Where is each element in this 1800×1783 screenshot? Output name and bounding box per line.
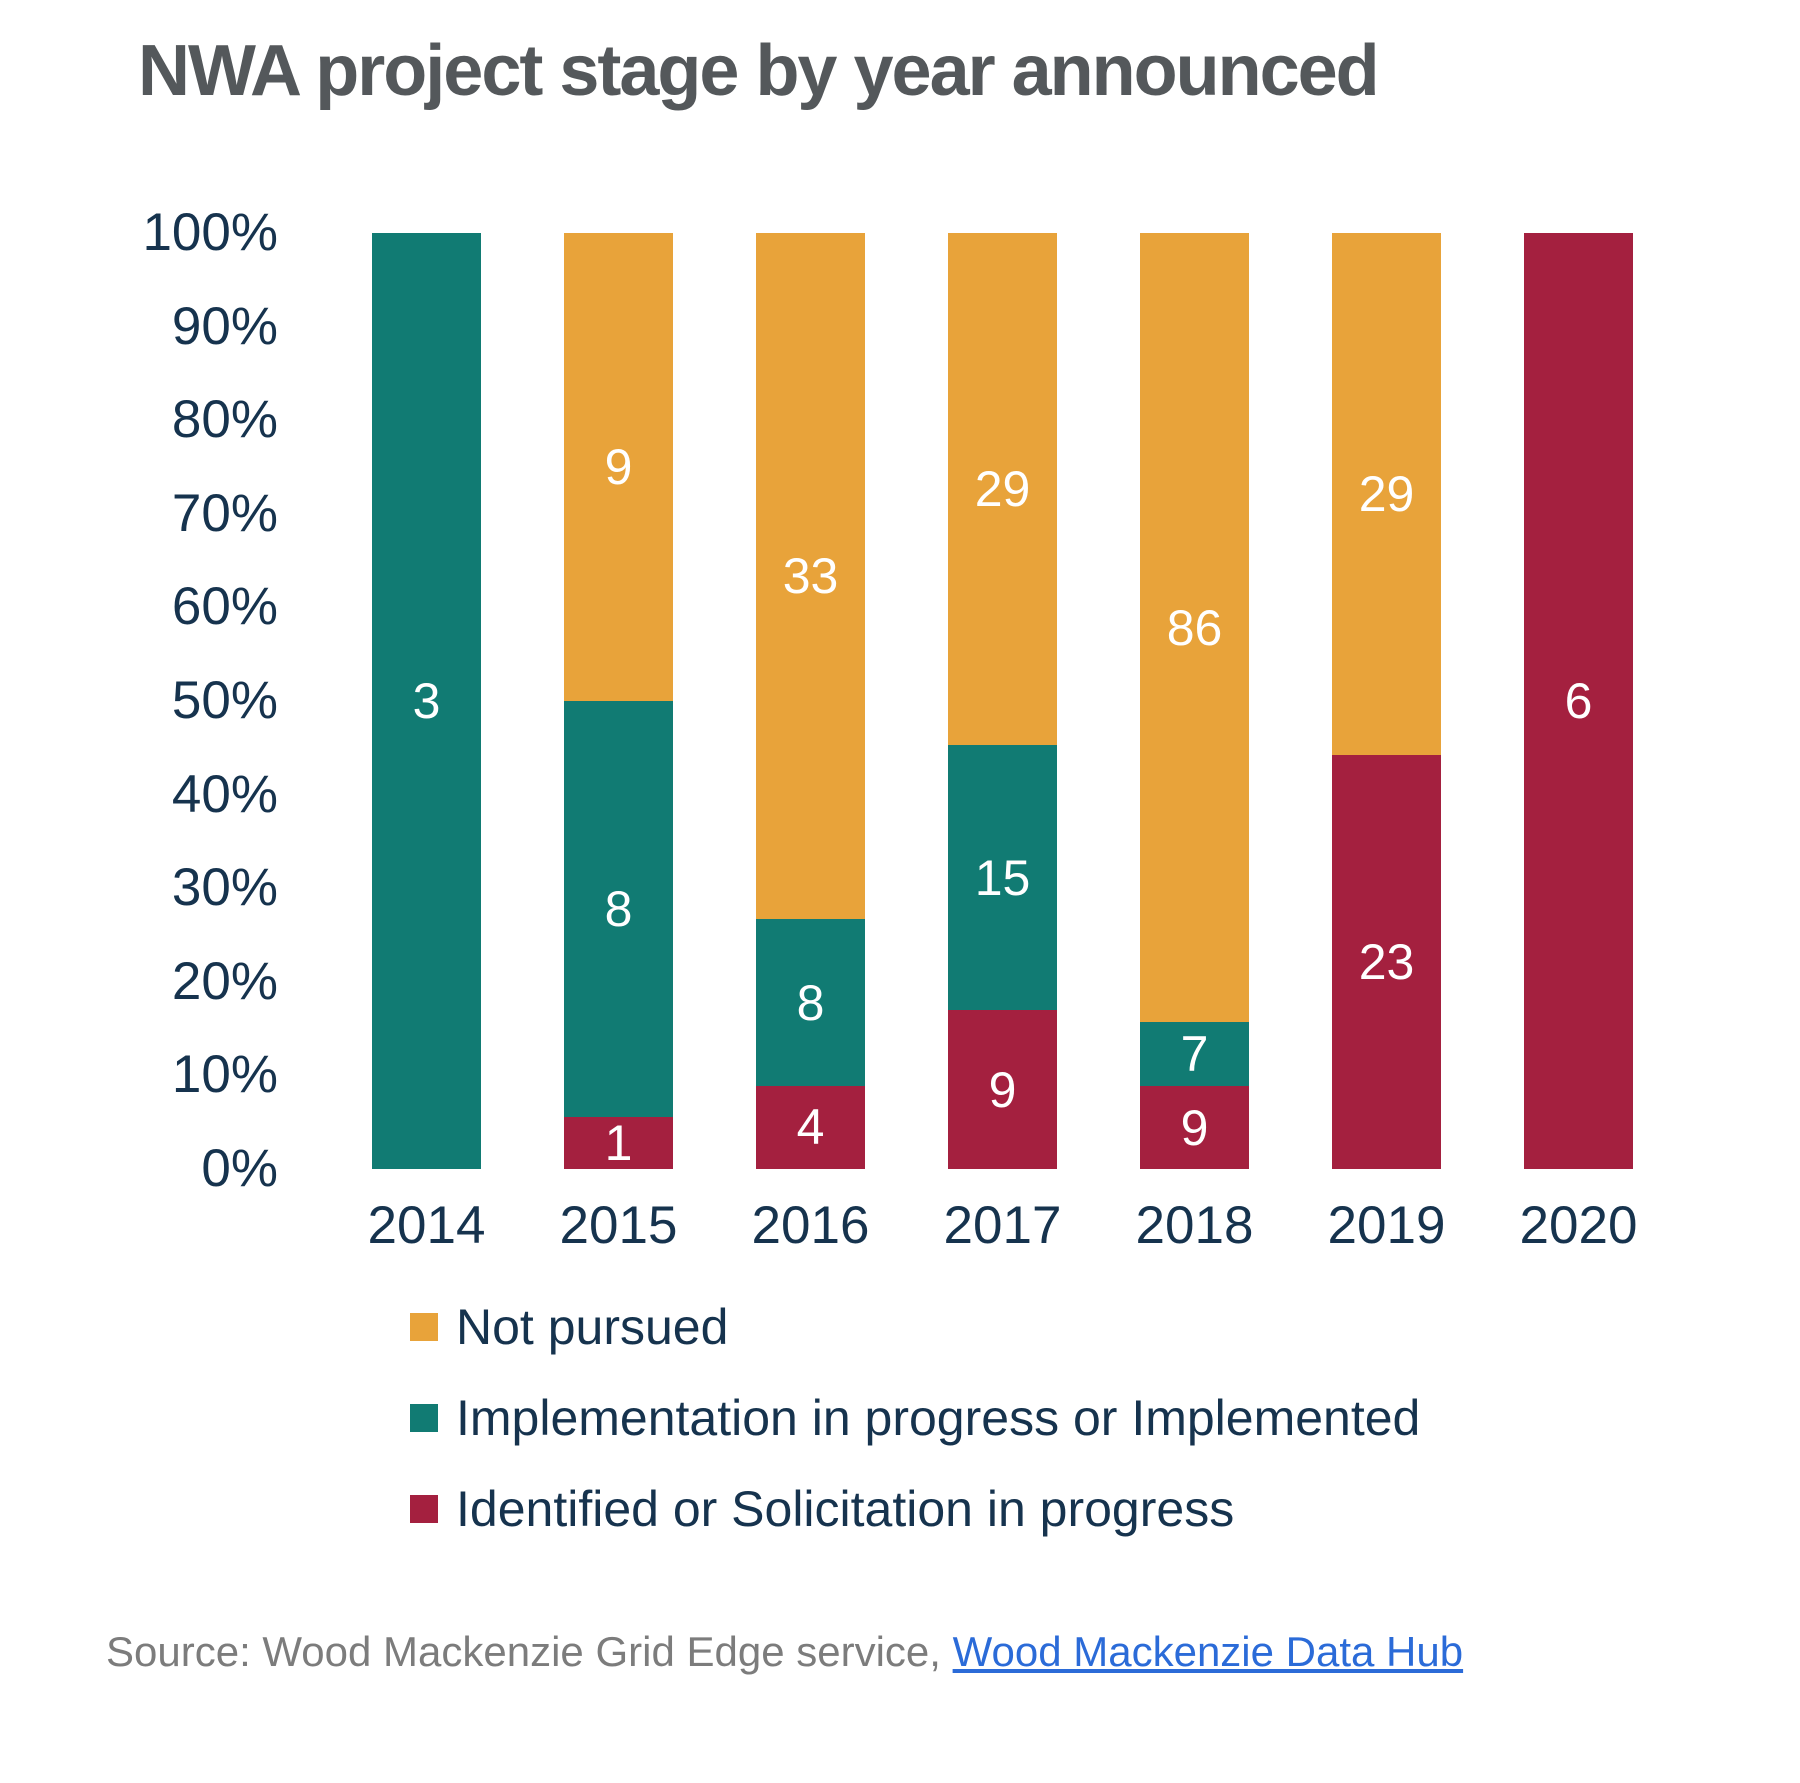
bar-segment-2017-identified: 9 [948, 1010, 1057, 1169]
x-axis-label-2014: 2014 [367, 1196, 486, 1255]
bar-value-label-2017-implementation: 15 [974, 849, 1031, 906]
bar-segment-2014-implementation: 3 [372, 233, 481, 1169]
bar-value-label-2016-identified: 4 [796, 1099, 825, 1156]
x-axis-label-2015: 2015 [559, 1196, 678, 1255]
x-axis-label-2016: 2016 [751, 1196, 870, 1255]
y-axis-tick-40pct: 40% [171, 764, 278, 824]
legend-label-implementation: Implementation in progress or Implemente… [456, 1389, 1421, 1446]
legend-swatch-implementation [410, 1403, 438, 1432]
bar-value-label-2016-not_pursued: 33 [782, 548, 839, 605]
source-text: Source: Wood Mackenzie Grid Edge service… [106, 1628, 953, 1675]
source-line: Source: Wood Mackenzie Grid Edge service… [106, 1628, 1463, 1676]
y-axis-tick-0pct: 0% [201, 1139, 278, 1198]
y-axis-tick-70pct: 70% [171, 483, 278, 543]
bar-segment-2016-identified: 4 [756, 1085, 865, 1169]
bar-segment-2016-implementation: 8 [756, 919, 865, 1086]
bar-value-label-2015-identified: 1 [604, 1115, 633, 1171]
bar-segment-2017-implementation: 15 [948, 745, 1057, 1011]
x-axis-label-2019: 2019 [1327, 1196, 1446, 1255]
y-axis-tick-100pct: 100% [142, 203, 278, 262]
bar-value-label-2015-implementation: 8 [604, 881, 633, 937]
legend: Not pursued Implementation in progress or… [410, 1281, 1420, 1554]
bar-segment-2017-not_pursued: 29 [948, 233, 1057, 746]
x-axis-label-2017: 2017 [943, 1196, 1062, 1255]
x-axis-label-2018: 2018 [1135, 1196, 1254, 1255]
y-axis-tick-30pct: 30% [171, 858, 278, 918]
bar-segment-2019-identified: 23 [1332, 755, 1441, 1169]
x-axis-label-2020: 2020 [1519, 1196, 1638, 1255]
bar-segment-2018-not_pursued: 86 [1140, 233, 1249, 1023]
bar-segment-2015-not_pursued: 9 [564, 233, 673, 701]
bar-segment-2016-not_pursued: 33 [756, 233, 865, 920]
bar-segment-2020-identified: 6 [1524, 233, 1633, 1169]
bar-value-label-2014-implementation: 3 [412, 673, 441, 729]
bar-value-label-2019-identified: 23 [1358, 934, 1415, 990]
chart-plot-area: 3 2014 1 8 9 2015 4 8 33 2016 9 15 29 2017 9 7 86 2018 23 2… [310, 233, 1650, 1255]
y-axis-tick-90pct: 90% [171, 296, 278, 356]
bar-value-label-2018-identified: 9 [1180, 1099, 1209, 1156]
legend-label-not_pursued: Not pursued [456, 1298, 729, 1355]
bar-value-label-2017-identified: 9 [988, 1061, 1017, 1118]
y-axis-tick-10pct: 10% [171, 1045, 278, 1105]
bar-value-label-2019-not_pursued: 29 [1358, 466, 1415, 522]
bar-segment-2015-identified: 1 [564, 1117, 673, 1169]
bar-segment-2018-implementation: 7 [1140, 1022, 1249, 1087]
legend-item-not_pursued: Not pursued [410, 1281, 1420, 1372]
legend-item-identified: Identified or Solicitation in progress [410, 1463, 1420, 1554]
y-axis-tick-60pct: 60% [171, 577, 278, 637]
legend-swatch-identified [410, 1494, 438, 1523]
bar-value-label-2015-not_pursued: 9 [604, 439, 633, 495]
y-axis-tick-80pct: 80% [171, 390, 278, 450]
source-link[interactable]: Wood Mackenzie Data Hub [952, 1628, 1464, 1675]
legend-swatch-not_pursued [410, 1312, 438, 1341]
y-axis-tick-20pct: 20% [171, 951, 278, 1011]
bar-value-label-2018-not_pursued: 86 [1166, 599, 1223, 656]
bar-value-label-2020-identified: 6 [1564, 673, 1593, 729]
chart-title: NWA project stage by year announced [138, 31, 1380, 111]
bar-segment-2019-not_pursued: 29 [1332, 233, 1441, 755]
y-axis-tick-50pct: 50% [171, 671, 278, 730]
legend-item-implementation: Implementation in progress or Implemente… [410, 1372, 1420, 1463]
bar-value-label-2016-implementation: 8 [796, 974, 825, 1031]
bar-segment-2015-implementation: 8 [564, 701, 673, 1117]
bar-segment-2018-identified: 9 [1140, 1086, 1249, 1169]
bar-value-label-2017-not_pursued: 29 [974, 461, 1031, 518]
bar-value-label-2018-implementation: 7 [1180, 1026, 1209, 1083]
legend-label-identified: Identified or Solicitation in progress [456, 1480, 1235, 1537]
